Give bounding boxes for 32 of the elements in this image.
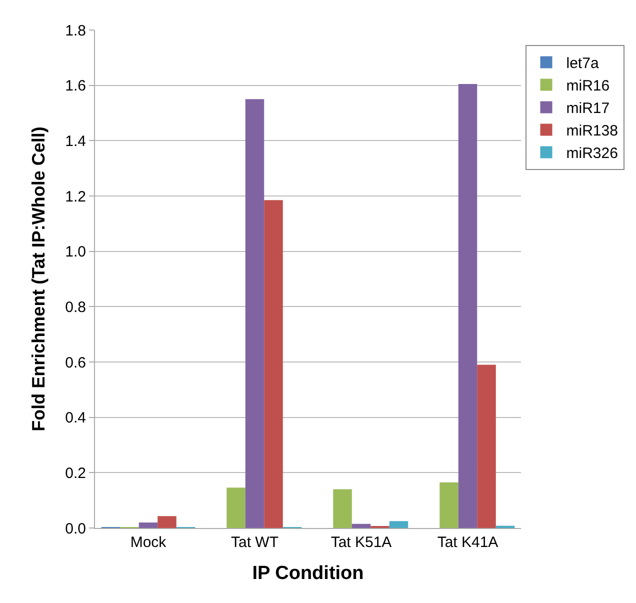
y-axis-title: Fold Enrichment (Tat IP:Whole Cell) [28, 126, 48, 432]
y-tick-label: 1.2 [65, 188, 86, 206]
x-tick-label: Mock [130, 534, 167, 551]
bar [352, 524, 371, 528]
bar [226, 488, 246, 528]
legend-label: miR138 [566, 122, 618, 140]
bar [158, 516, 176, 528]
legend-label: miR16 [566, 78, 610, 95]
legend-label: miR326 [566, 145, 618, 162]
legend-label: miR17 [566, 100, 610, 118]
x-tick-label: Tat WT [231, 534, 278, 551]
y-tick-label: 1.6 [65, 78, 86, 95]
bar [389, 521, 408, 528]
bar [477, 364, 496, 528]
bar [245, 99, 264, 528]
y-tick-label: 0.0 [65, 520, 86, 538]
x-axis-title: IP Condition [252, 562, 364, 584]
bar [264, 200, 283, 528]
y-tick-label: 1.8 [65, 22, 86, 40]
y-tick-label: 0.8 [65, 298, 86, 316]
bar [333, 489, 352, 528]
y-tick-label: 0.6 [65, 354, 86, 372]
y-tick-label: 1.4 [65, 132, 86, 150]
y-tick-label: 0.4 [65, 410, 86, 427]
y-tick-label: 0.2 [65, 464, 86, 482]
bar [138, 522, 158, 528]
y-tick-label: 1.0 [65, 244, 86, 261]
x-tick-label: Tat K51A [330, 534, 392, 551]
bar [458, 84, 478, 528]
x-tick-label: Tat K41A [437, 534, 498, 551]
legend-label: let7a [566, 55, 600, 72]
bar [440, 482, 458, 528]
